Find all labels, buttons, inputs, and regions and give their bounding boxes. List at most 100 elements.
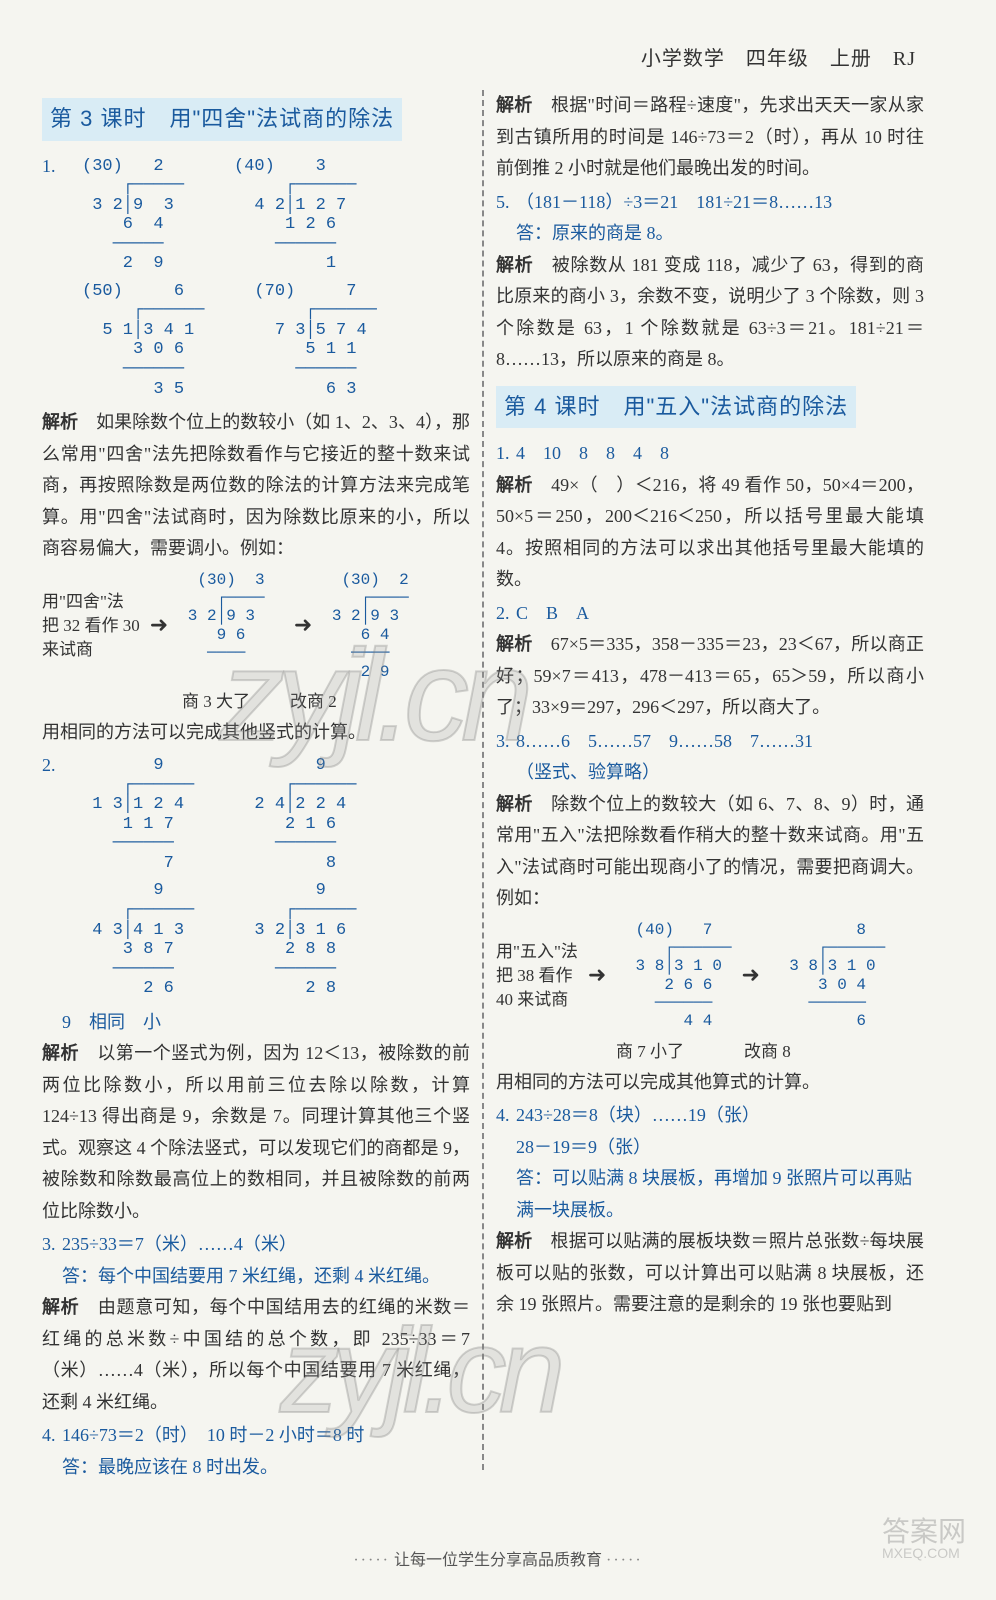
header-grade: 四年级 [746, 48, 809, 70]
analysis-label: 解析 [496, 95, 533, 115]
longdiv-1b: (40) 3 ┌────── 4 2│1 2 7 1 2 6 ────── 1 [234, 157, 356, 274]
rq1: 1. 4 10 8 8 4 8 [496, 438, 924, 470]
analysis-r3: 解析 除数个位上的数较大（如 6、7、8、9）时，通常用"五入"法把除数看作稍大… [496, 789, 924, 915]
footer: ····· 让每一位学生分享高品质教育 ····· [0, 1546, 996, 1570]
content-columns: 第 3 课时 用"四舍"法试商的除法 1. (30) 2 ┌───── 3 2│… [30, 90, 936, 1483]
q2-row1: 9 ┌────── 1 3│1 2 4 1 1 7 ────── 7 9 ┌──… [82, 756, 470, 873]
example1-cap2: 改商 2 [290, 687, 337, 717]
q4-answer: 答：最晚应该在 8 时出发。 [62, 1452, 470, 1484]
rq3: 3. 8……6 5……57 9……58 7……31 （竖式、验算略） [496, 726, 924, 789]
header-subject: 小学数学 [641, 48, 725, 70]
rq4-calc2: 28－19＝9（张） [516, 1132, 924, 1164]
analysis-label: 解析 [496, 255, 533, 275]
footer-dots-r: ····· [606, 1552, 643, 1569]
example1-div-a: (30) 3 ┌──── 3 2│9 3 9 6 ──── [178, 571, 284, 681]
arrow-icon: ➜ [146, 606, 172, 645]
q2: 2. 9 ┌────── 1 3│1 2 4 1 1 7 ────── 7 9 … [42, 750, 470, 1038]
q2-row2: 9 ┌────── 4 3│4 1 3 3 8 7 ────── 2 6 9 ┌… [82, 881, 470, 998]
q3-answer: 答：每个中国结要用 7 米红绳，还剩 4 米红绳。 [62, 1261, 470, 1293]
analysis-r3-text: 除数个位上的数较大（如 6、7、8、9）时，通常用"五入"法把除数看作稍大的整十… [496, 794, 924, 909]
stamp-line1: 答案网 [882, 1518, 966, 1546]
q1-num: 1. [42, 151, 62, 408]
q2-num: 2. [42, 750, 62, 1038]
longdiv-1a: (30) 2 ┌───── 3 2│9 3 6 4 ───── 2 9 [82, 157, 184, 274]
q3-num: 3. [42, 1229, 62, 1292]
analysis-label: 解析 [496, 794, 533, 814]
q1-row1: (30) 2 ┌───── 3 2│9 3 6 4 ───── 2 9 (40)… [82, 157, 470, 274]
example2-captions: 商 7 小了 改商 8 [616, 1037, 924, 1067]
analysis-label: 解析 [496, 1231, 532, 1251]
longdiv-1d: (70) 7 ┌────── 7 3│5 7 4 5 1 1 ────── 6 … [254, 282, 376, 399]
longdiv-2a: 9 ┌────── 1 3│1 2 4 1 1 7 ────── 7 [82, 756, 194, 873]
header-ed: RJ [893, 48, 916, 70]
q5-answer: 答：原来的商是 8。 [516, 218, 924, 250]
rq1-answer: 4 10 8 8 4 8 [516, 438, 924, 470]
rq4-calc1: 243÷28＝8（块）……19（张） [516, 1100, 924, 1132]
analysis-r4: 解析 根据"时间＝路程÷速度"，先求出天天一家从家到古镇所用的时间是 146÷7… [496, 90, 924, 185]
example2-div-b: 8 ┌────── 3 8│3 1 0 3 0 4 ────── 6 [770, 921, 885, 1031]
example2-cap1: 商 7 小了 [616, 1037, 684, 1067]
longdiv-1c: (50) 6 ┌────── 5 1│3 4 1 3 0 6 ────── 3 … [82, 282, 204, 399]
header-term: 上册 [830, 48, 872, 70]
rq2-answer: C B A [516, 598, 924, 630]
example1-flow: 用"四舍"法 把 32 看作 30 来试商 ➜ (30) 3 ┌──── 3 2… [42, 571, 470, 681]
rq3-note: （竖式、验算略） [516, 757, 924, 789]
example1-left-label: 用"四舍"法 把 32 看作 30 来试商 [42, 590, 140, 661]
example2-left-label: 用"五入"法 把 38 看作 40 来试商 [496, 940, 578, 1011]
right-column: 解析 根据"时间＝路程÷速度"，先求出天天一家从家到古镇所用的时间是 146÷7… [484, 90, 936, 1483]
example2-tail: 用相同的方法可以完成其他算式的计算。 [496, 1067, 924, 1099]
rq1-num: 1. [496, 438, 516, 470]
rq2-num: 2. [496, 598, 516, 630]
analysis-1: 解析 如果除数个位上的数较小（如 1、2、3、4），那么常用"四舍"法先把除数看… [42, 407, 470, 565]
arrow-icon: ➜ [738, 956, 764, 995]
example2-cap2: 改商 8 [744, 1037, 791, 1067]
example1-cap1: 商 3 大了 [182, 687, 250, 717]
q4: 4. 146÷73＝2（时） 10 时－2 小时＝8 时 答：最晚应该在 8 时… [42, 1420, 470, 1483]
longdiv-2b: 9 ┌────── 2 4│2 2 4 2 1 6 ────── 8 [244, 756, 356, 873]
analysis-2: 解析 以第一个竖式为例，因为 12＜13，被除数的前两位比除数小，所以用前三位去… [42, 1038, 470, 1227]
rq4-num: 4. [496, 1100, 516, 1226]
analysis-r4b: 解析 根据可以贴满的展板块数＝照片总张数÷每块展板可以贴的张数，可以计算出可以贴… [496, 1226, 924, 1321]
q3: 3. 235÷33＝7（米）……4（米） 答：每个中国结要用 7 米红绳，还剩 … [42, 1229, 470, 1292]
longdiv-2d: 9 ┌────── 3 2│3 1 6 2 8 8 ────── 2 8 [244, 881, 356, 998]
analysis-label: 解析 [42, 1297, 79, 1317]
analysis-r2: 解析 67×5＝335，358－335＝23，23＜67，所以商正好；59×7＝… [496, 629, 924, 724]
analysis-3: 解析 由题意可知，每个中国结用去的红绳的米数＝红绳的总米数÷中国结的总个数，即 … [42, 1292, 470, 1418]
analysis-r1-text: 49×（ ）＜216，将 49 看作 50，50×4＝200，50×5＝250，… [496, 475, 924, 590]
example1-tail: 用相同的方法可以完成其他竖式的计算。 [42, 717, 470, 749]
left-column: 第 3 课时 用"四舍"法试商的除法 1. (30) 2 ┌───── 3 2│… [30, 90, 482, 1483]
q4-calc: 146÷73＝2（时） 10 时－2 小时＝8 时 [62, 1420, 470, 1452]
analysis-r1: 解析 49×（ ）＜216，将 49 看作 50，50×4＝200，50×5＝2… [496, 470, 924, 596]
analysis-3-text: 由题意可知，每个中国结用去的红绳的米数＝红绳的总米数÷中国结的总个数，即 235… [42, 1297, 470, 1412]
rq3-num: 3. [496, 726, 516, 789]
arrow-icon: ➜ [584, 956, 610, 995]
analysis-label: 解析 [496, 475, 533, 495]
analysis-r4b-text: 根据可以贴满的展板块数＝照片总张数÷每块展板可以贴的张数，可以计算出可以贴满 8… [496, 1231, 924, 1314]
analysis-5-text: 被除数从 181 变成 118，减少了 63，得到的商比原来的商小 3，余数不变… [496, 255, 924, 370]
analysis-r4-text: 根据"时间＝路程÷速度"，先求出天天一家从家到古镇所用的时间是 146÷73＝2… [496, 95, 924, 178]
q3-calc: 235÷33＝7（米）……4（米） [62, 1229, 470, 1261]
example2-div-a: (40) 7 ┌────── 3 8│3 1 0 2 6 6 ────── 4 … [616, 921, 731, 1031]
analysis-label: 解析 [42, 412, 78, 432]
example1-div-b: (30) 2 ┌──── 3 2│9 3 6 4 ──── 2 9 [322, 571, 428, 681]
q1: 1. (30) 2 ┌───── 3 2│9 3 6 4 ───── 2 9 (… [42, 151, 470, 408]
rq3-calc: 8……6 5……57 9……58 7……31 [516, 726, 924, 758]
section3-title: 第 3 课时 用"四舍"法试商的除法 [42, 98, 402, 141]
q5-calc: （181－118）÷3＝21 181÷21＝8……13 [516, 187, 924, 219]
rq4: 4. 243÷28＝8（块）……19（张） 28－19＝9（张） 答：可以贴满 … [496, 1100, 924, 1226]
q2-answer: 9 相同 小 [62, 1007, 470, 1039]
rq2: 2. C B A [496, 598, 924, 630]
example1-captions: 商 3 大了 改商 2 [182, 687, 470, 717]
q5: 5. （181－118）÷3＝21 181÷21＝8……13 答：原来的商是 8… [496, 187, 924, 250]
q1-row2: (50) 6 ┌────── 5 1│3 4 1 3 0 6 ────── 3 … [82, 282, 470, 399]
section4-title: 第 4 课时 用"五入"法试商的除法 [496, 386, 856, 429]
q4-num: 4. [42, 1420, 62, 1483]
analysis-1-text: 如果除数个位上的数较小（如 1、2、3、4），那么常用"四舍"法先把除数看作与它… [42, 412, 470, 558]
footer-dots-l: ····· [353, 1552, 390, 1569]
footer-message: 让每一位学生分享高品质教育 [394, 1552, 602, 1569]
rq4-answer: 答：可以贴满 8 块展板，再增加 9 张照片可以再贴满一块展板。 [516, 1163, 924, 1226]
analysis-2-text: 以第一个竖式为例，因为 12＜13，被除数的前两位比除数小，所以用前三位去除以除… [42, 1043, 470, 1221]
analysis-label: 解析 [496, 634, 532, 654]
longdiv-2c: 9 ┌────── 4 3│4 1 3 3 8 7 ────── 2 6 [82, 881, 194, 998]
analysis-5: 解析 被除数从 181 变成 118，减少了 63，得到的商比原来的商小 3，余… [496, 250, 924, 376]
